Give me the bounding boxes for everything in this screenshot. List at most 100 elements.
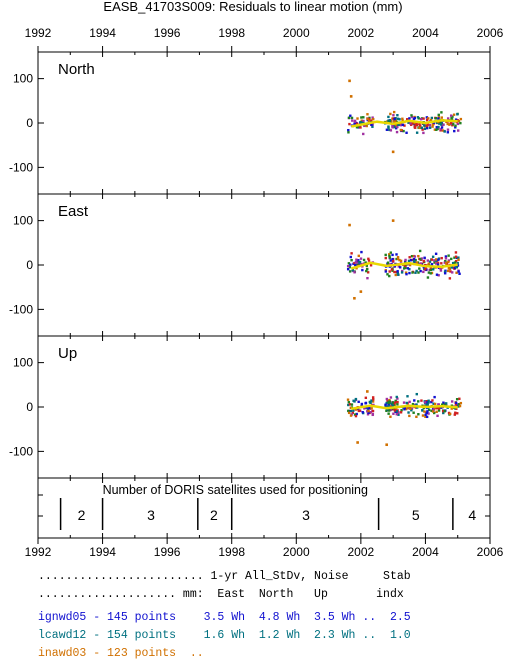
data-point — [361, 411, 364, 414]
data-point — [396, 272, 399, 275]
data-point — [407, 121, 410, 124]
data-point — [360, 116, 363, 119]
data-point — [395, 124, 399, 127]
data-point — [423, 268, 427, 271]
data-point — [426, 276, 430, 279]
data-point — [362, 119, 365, 123]
data-point — [415, 403, 418, 406]
data-point — [418, 249, 422, 253]
data-point — [425, 124, 429, 128]
data-point — [430, 271, 434, 275]
data-point — [453, 256, 456, 259]
data-point — [394, 273, 397, 277]
data-point — [444, 257, 448, 260]
data-point — [385, 397, 389, 401]
data-point — [349, 414, 353, 417]
data-point — [347, 403, 350, 407]
data-point — [388, 274, 391, 278]
data-point — [430, 258, 434, 261]
data-point — [420, 399, 423, 402]
data-point — [395, 413, 398, 416]
data-point — [353, 261, 356, 265]
data-point — [417, 400, 420, 403]
data-point — [446, 117, 450, 120]
data-point — [360, 119, 363, 122]
data-point — [407, 411, 410, 414]
data-point — [429, 268, 433, 272]
data-point — [439, 267, 442, 270]
y-tick-label: 0 — [26, 258, 33, 272]
data-point — [350, 116, 354, 120]
data-point — [446, 131, 450, 134]
data-point — [430, 409, 433, 413]
data-point — [394, 401, 397, 404]
data-point — [450, 407, 453, 410]
data-point — [413, 116, 416, 120]
data-point — [453, 129, 456, 133]
data-point — [456, 261, 459, 265]
data-point — [356, 122, 359, 126]
x-tick-label-top: 1992 — [25, 26, 52, 40]
data-point — [385, 128, 389, 131]
data-point — [392, 123, 396, 127]
data-point — [454, 401, 458, 405]
data-point — [427, 271, 431, 274]
x-tick-label-top: 2004 — [412, 26, 439, 40]
data-point — [370, 119, 373, 122]
y-tick-label: 100 — [13, 72, 33, 86]
data-point — [436, 261, 440, 264]
x-tick-label-bottom: 1994 — [89, 545, 116, 559]
data-point — [423, 127, 427, 131]
data-point — [353, 413, 357, 416]
data-point — [401, 117, 404, 120]
data-point — [388, 270, 391, 273]
data-point — [425, 415, 429, 419]
data-point — [397, 123, 400, 126]
data-point — [349, 95, 353, 98]
data-point — [427, 408, 431, 412]
data-point — [437, 116, 441, 119]
data-point — [417, 413, 420, 416]
data-point — [412, 411, 415, 414]
data-point — [396, 256, 400, 259]
data-point — [388, 128, 391, 132]
x-tick-label-bottom: 1998 — [218, 545, 245, 559]
data-point — [367, 257, 370, 261]
data-point — [391, 404, 394, 407]
data-point — [430, 263, 434, 266]
data-point — [388, 254, 391, 258]
doris-count: 3 — [147, 507, 155, 523]
data-point — [347, 401, 351, 404]
data-point — [436, 127, 439, 131]
data-point — [409, 123, 413, 126]
data-point — [365, 124, 368, 128]
data-point — [401, 119, 404, 122]
data-point — [435, 121, 439, 124]
data-point — [349, 409, 353, 413]
data-point — [386, 273, 389, 276]
data-point — [409, 258, 413, 262]
data-point — [356, 441, 359, 444]
panel-east: East 100 0 -100 — [9, 193, 491, 337]
data-point — [451, 115, 454, 118]
data-point — [401, 123, 405, 127]
data-point — [417, 254, 420, 258]
data-point — [369, 411, 372, 414]
data-point — [395, 410, 399, 413]
data-point — [405, 401, 408, 405]
data-point — [387, 412, 390, 415]
y-tick-label: 0 — [26, 116, 33, 130]
data-point — [348, 403, 352, 406]
data-point — [389, 415, 392, 418]
data-point — [360, 262, 363, 266]
data-point — [371, 413, 375, 416]
data-point — [351, 119, 354, 122]
data-point — [408, 400, 411, 404]
doris-count: 2 — [210, 507, 218, 523]
data-point — [364, 402, 367, 405]
data-point — [396, 125, 399, 129]
data-point — [370, 399, 373, 402]
data-point — [352, 409, 355, 412]
data-point — [385, 443, 388, 447]
data-point — [358, 409, 361, 412]
